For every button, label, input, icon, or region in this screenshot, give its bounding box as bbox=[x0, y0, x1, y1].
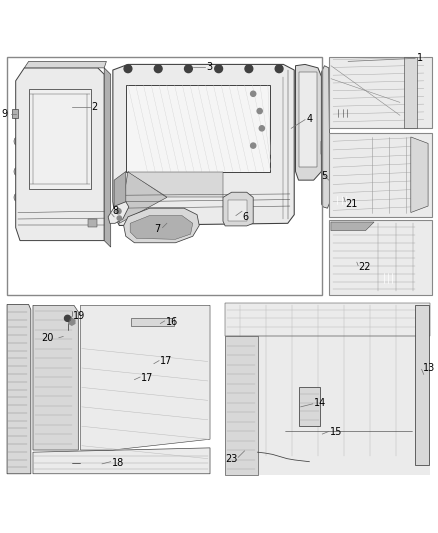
Polygon shape bbox=[81, 305, 210, 450]
Polygon shape bbox=[404, 57, 417, 128]
Polygon shape bbox=[321, 141, 329, 154]
Polygon shape bbox=[126, 85, 271, 172]
Bar bbox=[329, 220, 432, 295]
Text: 14: 14 bbox=[314, 398, 326, 408]
Polygon shape bbox=[296, 64, 321, 180]
Text: 19: 19 bbox=[73, 311, 85, 321]
Text: 2: 2 bbox=[92, 102, 98, 112]
Text: 7: 7 bbox=[154, 224, 160, 235]
Polygon shape bbox=[228, 199, 247, 221]
Polygon shape bbox=[225, 336, 258, 474]
Bar bbox=[60, 330, 75, 343]
Circle shape bbox=[275, 65, 283, 72]
Text: 13: 13 bbox=[423, 363, 435, 373]
Text: 22: 22 bbox=[359, 262, 371, 272]
Circle shape bbox=[124, 65, 132, 72]
Polygon shape bbox=[12, 109, 18, 117]
Circle shape bbox=[245, 65, 253, 72]
Polygon shape bbox=[113, 64, 294, 225]
Ellipse shape bbox=[14, 167, 19, 175]
Bar bbox=[333, 108, 354, 117]
Circle shape bbox=[184, 65, 192, 72]
Text: 5: 5 bbox=[321, 171, 328, 181]
Bar bbox=[378, 272, 399, 284]
Polygon shape bbox=[131, 318, 174, 326]
Polygon shape bbox=[119, 172, 167, 223]
Polygon shape bbox=[88, 219, 97, 227]
Circle shape bbox=[215, 65, 223, 72]
Polygon shape bbox=[415, 305, 429, 465]
Bar bbox=[333, 195, 354, 205]
Circle shape bbox=[257, 108, 262, 114]
Polygon shape bbox=[331, 222, 374, 231]
Polygon shape bbox=[321, 66, 330, 208]
Ellipse shape bbox=[14, 111, 19, 119]
Ellipse shape bbox=[14, 138, 19, 145]
Polygon shape bbox=[33, 305, 78, 450]
Polygon shape bbox=[411, 137, 428, 213]
Circle shape bbox=[154, 65, 162, 72]
Bar bbox=[327, 185, 331, 192]
Circle shape bbox=[117, 216, 121, 220]
Bar bbox=[86, 376, 101, 386]
Bar bbox=[81, 456, 101, 470]
Bar bbox=[329, 133, 432, 217]
Circle shape bbox=[251, 91, 256, 96]
Polygon shape bbox=[124, 208, 199, 243]
Polygon shape bbox=[225, 303, 430, 474]
Text: 18: 18 bbox=[112, 457, 124, 467]
Polygon shape bbox=[16, 68, 104, 240]
Polygon shape bbox=[108, 201, 129, 223]
Text: 1: 1 bbox=[417, 53, 424, 63]
Polygon shape bbox=[33, 448, 210, 474]
Text: 4: 4 bbox=[307, 114, 313, 124]
Text: 23: 23 bbox=[225, 454, 237, 464]
Text: 20: 20 bbox=[41, 333, 54, 343]
Polygon shape bbox=[28, 90, 91, 189]
Bar bbox=[327, 151, 331, 158]
Bar bbox=[329, 57, 432, 128]
Text: 8: 8 bbox=[112, 206, 118, 216]
Polygon shape bbox=[25, 61, 106, 68]
Bar bbox=[124, 357, 140, 367]
Text: 16: 16 bbox=[166, 317, 178, 327]
Text: 21: 21 bbox=[345, 199, 357, 209]
Text: 6: 6 bbox=[242, 212, 248, 222]
Text: 9: 9 bbox=[2, 109, 8, 119]
Text: 3: 3 bbox=[207, 62, 213, 72]
Polygon shape bbox=[114, 172, 126, 215]
Polygon shape bbox=[130, 215, 193, 239]
Polygon shape bbox=[299, 387, 320, 426]
Text: 15: 15 bbox=[330, 427, 342, 437]
Circle shape bbox=[116, 208, 121, 214]
Ellipse shape bbox=[14, 193, 19, 201]
Circle shape bbox=[64, 316, 71, 321]
Polygon shape bbox=[128, 172, 223, 197]
Polygon shape bbox=[104, 68, 111, 247]
Circle shape bbox=[251, 143, 256, 148]
Circle shape bbox=[259, 126, 265, 131]
Text: 17: 17 bbox=[141, 373, 153, 383]
Text: 17: 17 bbox=[160, 357, 172, 367]
Bar bbox=[7, 57, 322, 295]
Polygon shape bbox=[299, 72, 317, 167]
Polygon shape bbox=[223, 192, 253, 226]
Bar bbox=[327, 168, 331, 175]
Polygon shape bbox=[7, 304, 31, 474]
